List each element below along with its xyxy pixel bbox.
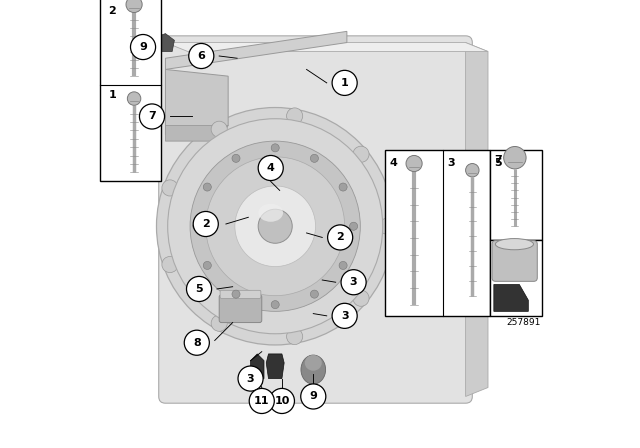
Circle shape xyxy=(258,209,292,243)
Circle shape xyxy=(127,92,141,105)
Text: 2: 2 xyxy=(202,219,210,229)
Circle shape xyxy=(349,222,358,230)
Text: 9: 9 xyxy=(139,42,147,52)
Circle shape xyxy=(126,0,142,13)
Circle shape xyxy=(238,366,263,391)
Circle shape xyxy=(379,218,396,234)
Circle shape xyxy=(287,328,303,345)
Polygon shape xyxy=(494,284,529,311)
FancyBboxPatch shape xyxy=(492,241,538,281)
Circle shape xyxy=(353,290,369,306)
Polygon shape xyxy=(466,43,488,396)
Circle shape xyxy=(332,70,357,95)
FancyBboxPatch shape xyxy=(385,150,490,316)
Circle shape xyxy=(186,276,212,302)
Text: 3: 3 xyxy=(350,277,357,287)
Text: 9: 9 xyxy=(309,392,317,401)
Circle shape xyxy=(168,119,383,334)
Ellipse shape xyxy=(259,204,283,222)
Text: 4: 4 xyxy=(389,158,397,168)
Ellipse shape xyxy=(301,355,326,384)
FancyBboxPatch shape xyxy=(490,240,541,316)
Circle shape xyxy=(204,183,211,191)
Text: 7: 7 xyxy=(494,155,502,164)
Circle shape xyxy=(465,164,479,177)
Polygon shape xyxy=(255,379,262,383)
Circle shape xyxy=(301,384,326,409)
Polygon shape xyxy=(148,34,174,52)
Circle shape xyxy=(504,146,526,169)
Circle shape xyxy=(235,186,316,267)
Text: 3: 3 xyxy=(448,158,455,168)
Text: 3: 3 xyxy=(341,311,348,321)
Circle shape xyxy=(193,222,201,230)
Polygon shape xyxy=(165,43,488,52)
Text: 3: 3 xyxy=(247,374,254,383)
Circle shape xyxy=(310,290,319,298)
Text: 5: 5 xyxy=(195,284,203,294)
Circle shape xyxy=(310,154,319,162)
Text: 257891: 257891 xyxy=(506,318,540,327)
Circle shape xyxy=(206,157,345,296)
Circle shape xyxy=(353,146,369,162)
Text: 11: 11 xyxy=(254,396,269,406)
Text: 1: 1 xyxy=(340,78,349,88)
Circle shape xyxy=(204,262,211,270)
Circle shape xyxy=(162,180,178,196)
Circle shape xyxy=(162,257,178,273)
Ellipse shape xyxy=(305,355,322,371)
Polygon shape xyxy=(266,354,284,379)
Polygon shape xyxy=(165,125,228,141)
Circle shape xyxy=(184,330,209,355)
Circle shape xyxy=(341,270,366,295)
Circle shape xyxy=(157,108,394,345)
Circle shape xyxy=(193,211,218,237)
Text: 2: 2 xyxy=(336,233,344,242)
Circle shape xyxy=(271,144,279,152)
FancyBboxPatch shape xyxy=(100,0,161,181)
FancyBboxPatch shape xyxy=(490,150,541,240)
Circle shape xyxy=(249,388,275,414)
Circle shape xyxy=(339,262,347,270)
Circle shape xyxy=(232,290,240,298)
Circle shape xyxy=(232,154,240,162)
Circle shape xyxy=(190,141,360,311)
Circle shape xyxy=(189,43,214,69)
Circle shape xyxy=(332,303,357,328)
Circle shape xyxy=(140,104,164,129)
FancyBboxPatch shape xyxy=(220,290,261,298)
Polygon shape xyxy=(251,354,264,379)
Ellipse shape xyxy=(495,238,534,250)
Circle shape xyxy=(211,121,227,137)
Circle shape xyxy=(271,301,279,309)
Circle shape xyxy=(269,388,294,414)
Text: 2: 2 xyxy=(109,6,116,16)
Polygon shape xyxy=(165,69,228,134)
FancyBboxPatch shape xyxy=(220,295,262,323)
Circle shape xyxy=(406,155,422,172)
Text: 6: 6 xyxy=(197,51,205,61)
Circle shape xyxy=(131,34,156,60)
Text: 8: 8 xyxy=(193,338,201,348)
Circle shape xyxy=(211,315,227,332)
Text: 10: 10 xyxy=(274,396,290,406)
Circle shape xyxy=(328,225,353,250)
Circle shape xyxy=(339,183,347,191)
Text: 5: 5 xyxy=(494,158,502,168)
Text: 7: 7 xyxy=(148,112,156,121)
Circle shape xyxy=(258,155,284,181)
FancyBboxPatch shape xyxy=(159,36,472,403)
Circle shape xyxy=(287,108,303,124)
Text: 1: 1 xyxy=(109,90,116,99)
Text: 4: 4 xyxy=(267,163,275,173)
Polygon shape xyxy=(165,31,347,69)
